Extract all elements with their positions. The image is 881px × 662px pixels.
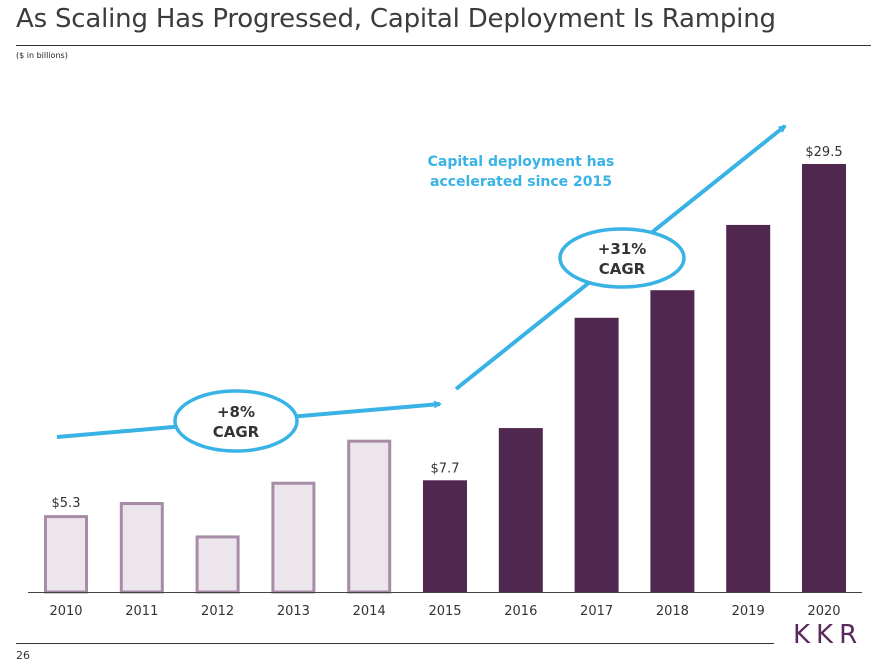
data-label-2010: $5.3 [52, 496, 81, 511]
callout-line-2: accelerated since 2015 [430, 174, 612, 190]
bar-2016 [498, 428, 543, 592]
bar-2011 [119, 502, 164, 594]
x-tick-label: 2013 [277, 604, 310, 619]
late-cagr-bubble [558, 227, 686, 289]
early-cagr-bubble [173, 389, 299, 453]
bar-2015 [423, 480, 467, 592]
early-cagr-label: CAGR [213, 423, 260, 441]
bar-2014 [347, 439, 392, 594]
data-label-2020: $29.5 [805, 145, 842, 160]
x-tick-label: 2014 [353, 604, 386, 619]
kkr-logo: KKR [793, 620, 864, 650]
late-cagr-value: +31% [598, 240, 646, 258]
x-tick-label: 2020 [807, 604, 840, 619]
x-tick-label: 2018 [656, 604, 689, 619]
title-divider [16, 45, 871, 46]
x-tick-label: 2016 [504, 604, 537, 619]
x-tick-label: 2012 [201, 604, 234, 619]
late-cagr-label: CAGR [599, 260, 646, 278]
bar-2012 [195, 535, 240, 594]
footer-divider [16, 643, 774, 644]
bar-2019 [726, 224, 771, 592]
units-subtitle: ($ in billions) [16, 51, 68, 60]
early-cagr-value: +8% [217, 403, 255, 421]
x-tick-label: 2011 [125, 604, 158, 619]
bar-2010 [44, 515, 88, 594]
x-tick-label: 2010 [49, 604, 82, 619]
data-label-2015: $7.7 [431, 461, 460, 476]
x-tick-label: 2015 [428, 604, 461, 619]
bar-2018 [650, 290, 695, 592]
x-tick-label: 2019 [732, 604, 765, 619]
bar-2020 [802, 164, 846, 592]
bar-2017 [574, 317, 619, 592]
page-title: As Scaling Has Progressed, Capital Deplo… [16, 4, 776, 34]
x-tick-label: 2017 [580, 604, 613, 619]
page-number: 26 [16, 649, 30, 662]
bar-2013 [271, 481, 316, 594]
callout-line-1: Capital deployment has [428, 154, 615, 170]
